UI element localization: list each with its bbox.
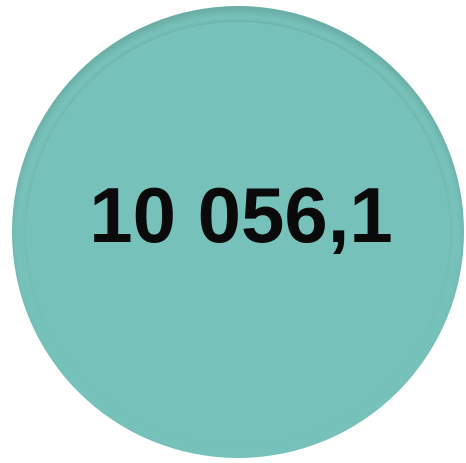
round-button[interactable]: [12, 6, 464, 458]
value-text: 10 056,1: [89, 171, 393, 259]
